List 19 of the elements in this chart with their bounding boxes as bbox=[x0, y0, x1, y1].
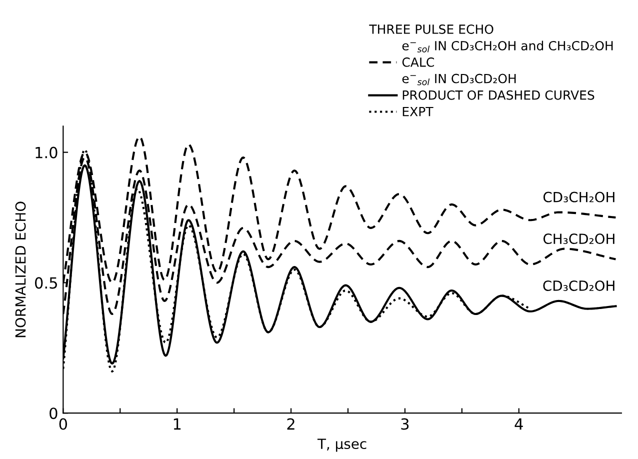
y-axis-title: NORMALIZED ECHO bbox=[15, 202, 26, 338]
y-tick-label: 0 bbox=[50, 408, 58, 420]
y-tick-label: 1.0 bbox=[36, 146, 58, 158]
legend-title: THREE PULSE ECHO bbox=[369, 24, 494, 34]
x-tick-label: 1 bbox=[174, 418, 181, 430]
series-label: CD₃CD₂OH bbox=[543, 280, 614, 291]
series-label: CH₃CD₂OH bbox=[543, 234, 614, 244]
x-tick-label: 3 bbox=[401, 418, 409, 430]
text: CALC bbox=[402, 57, 434, 67]
series-label: CD₃CH₂OH bbox=[543, 192, 614, 202]
x-tick-label: 2 bbox=[287, 418, 294, 430]
x-tick-label: 4 bbox=[514, 418, 523, 430]
text: e$^{−}$$_{sol}$ IN CD₃CD₂OH bbox=[402, 74, 516, 86]
legend-label: EXPT bbox=[402, 107, 434, 116]
x-tick-label: 0 bbox=[59, 418, 68, 430]
text: e$^{−}$$_{sol}$ IN CD₃CH₂OH and CH₃CD₂OH bbox=[402, 40, 613, 52]
y-tick-label: 0.5 bbox=[35, 277, 57, 289]
x-axis-title: T, μsec bbox=[317, 438, 366, 452]
text: PRODUCT OF DASHED CURVES bbox=[402, 90, 594, 100]
